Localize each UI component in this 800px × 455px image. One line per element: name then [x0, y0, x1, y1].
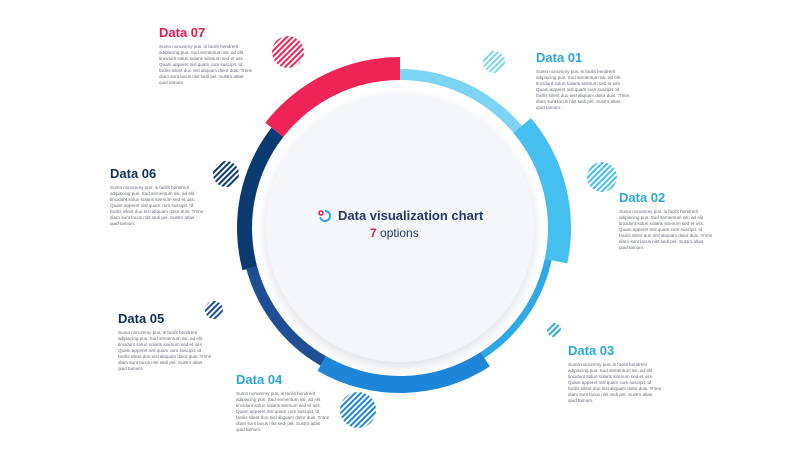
- label-title: Data 04: [236, 372, 283, 387]
- ring-segment-d05: [246, 266, 326, 366]
- striped-dot-d04: [340, 392, 376, 428]
- label-title: Data 05: [118, 311, 165, 326]
- ring-segment-d01: [400, 69, 522, 133]
- striped-dot-d03: [547, 323, 561, 337]
- ring-segment-d07: [265, 57, 400, 137]
- label-body: Sumo nonummy pus, is facilit hendrerit a…: [568, 362, 662, 403]
- label-body: Sumo nonummy pus, is facilit hendrerit a…: [619, 209, 713, 250]
- striped-dot-d02: [587, 162, 617, 192]
- ring-segment-d03: [480, 258, 552, 358]
- center-title-text: Data visualization chart: [338, 208, 484, 223]
- label-title: Data 03: [568, 343, 615, 358]
- striped-dot-d06: [213, 161, 239, 187]
- striped-dot-d05: [205, 301, 223, 319]
- striped-dot-d01: [483, 51, 505, 73]
- label-body: Sumo nonummy pus, is facilit hendrerit a…: [110, 185, 204, 226]
- center-subtitle: 7 options: [370, 226, 488, 240]
- label-title: Data 02: [619, 190, 666, 205]
- label-title: Data 06: [110, 166, 157, 181]
- label-data-03: Data 03 Sumo nonummy pus, is facilit hen…: [568, 343, 662, 404]
- label-body: Sumo nonummy pus, is facilit hendrerit a…: [536, 69, 630, 110]
- label-title: Data 01: [536, 50, 583, 65]
- center-disc: [266, 94, 534, 362]
- label-data-02: Data 02 Sumo nonummy pus, is facilit hen…: [619, 190, 713, 251]
- chart-icon: [318, 209, 332, 222]
- center-title: Data visualization chart: [318, 208, 488, 223]
- ring-segment-d04: [317, 352, 490, 393]
- label-data-04: Data 04 Sumo nonummy pus, is facilit hen…: [236, 372, 330, 433]
- options-count: 7: [370, 226, 377, 240]
- label-data-05: Data 05 Sumo nonummy pus, is facilit hen…: [118, 311, 212, 372]
- ring-segments: [237, 57, 571, 393]
- ring-segment-d06: [237, 127, 284, 271]
- striped-dot-d07: [272, 36, 304, 68]
- center-caption: Data visualization chart 7 options: [318, 208, 488, 240]
- label-body: Sumo nonummy pus, is facilit hendrerit a…: [236, 391, 330, 432]
- label-data-06: Data 06 Sumo nonummy pus, is facilit hen…: [110, 166, 204, 227]
- options-label: options: [380, 226, 419, 240]
- label-title: Data 07: [159, 25, 206, 40]
- ring-segment-d02: [513, 118, 571, 264]
- label-body: Sumo nonummy pus, is facilit hendrerit a…: [118, 330, 212, 371]
- label-body: Sumo nonummy pus, is facilit hendrerit a…: [159, 44, 253, 85]
- label-data-07: Data 07 Sumo nonummy pus, is facilit hen…: [159, 25, 253, 86]
- label-data-01: Data 01 Sumo nonummy pus, is facilit hen…: [536, 50, 630, 111]
- striped-dots: [205, 36, 617, 428]
